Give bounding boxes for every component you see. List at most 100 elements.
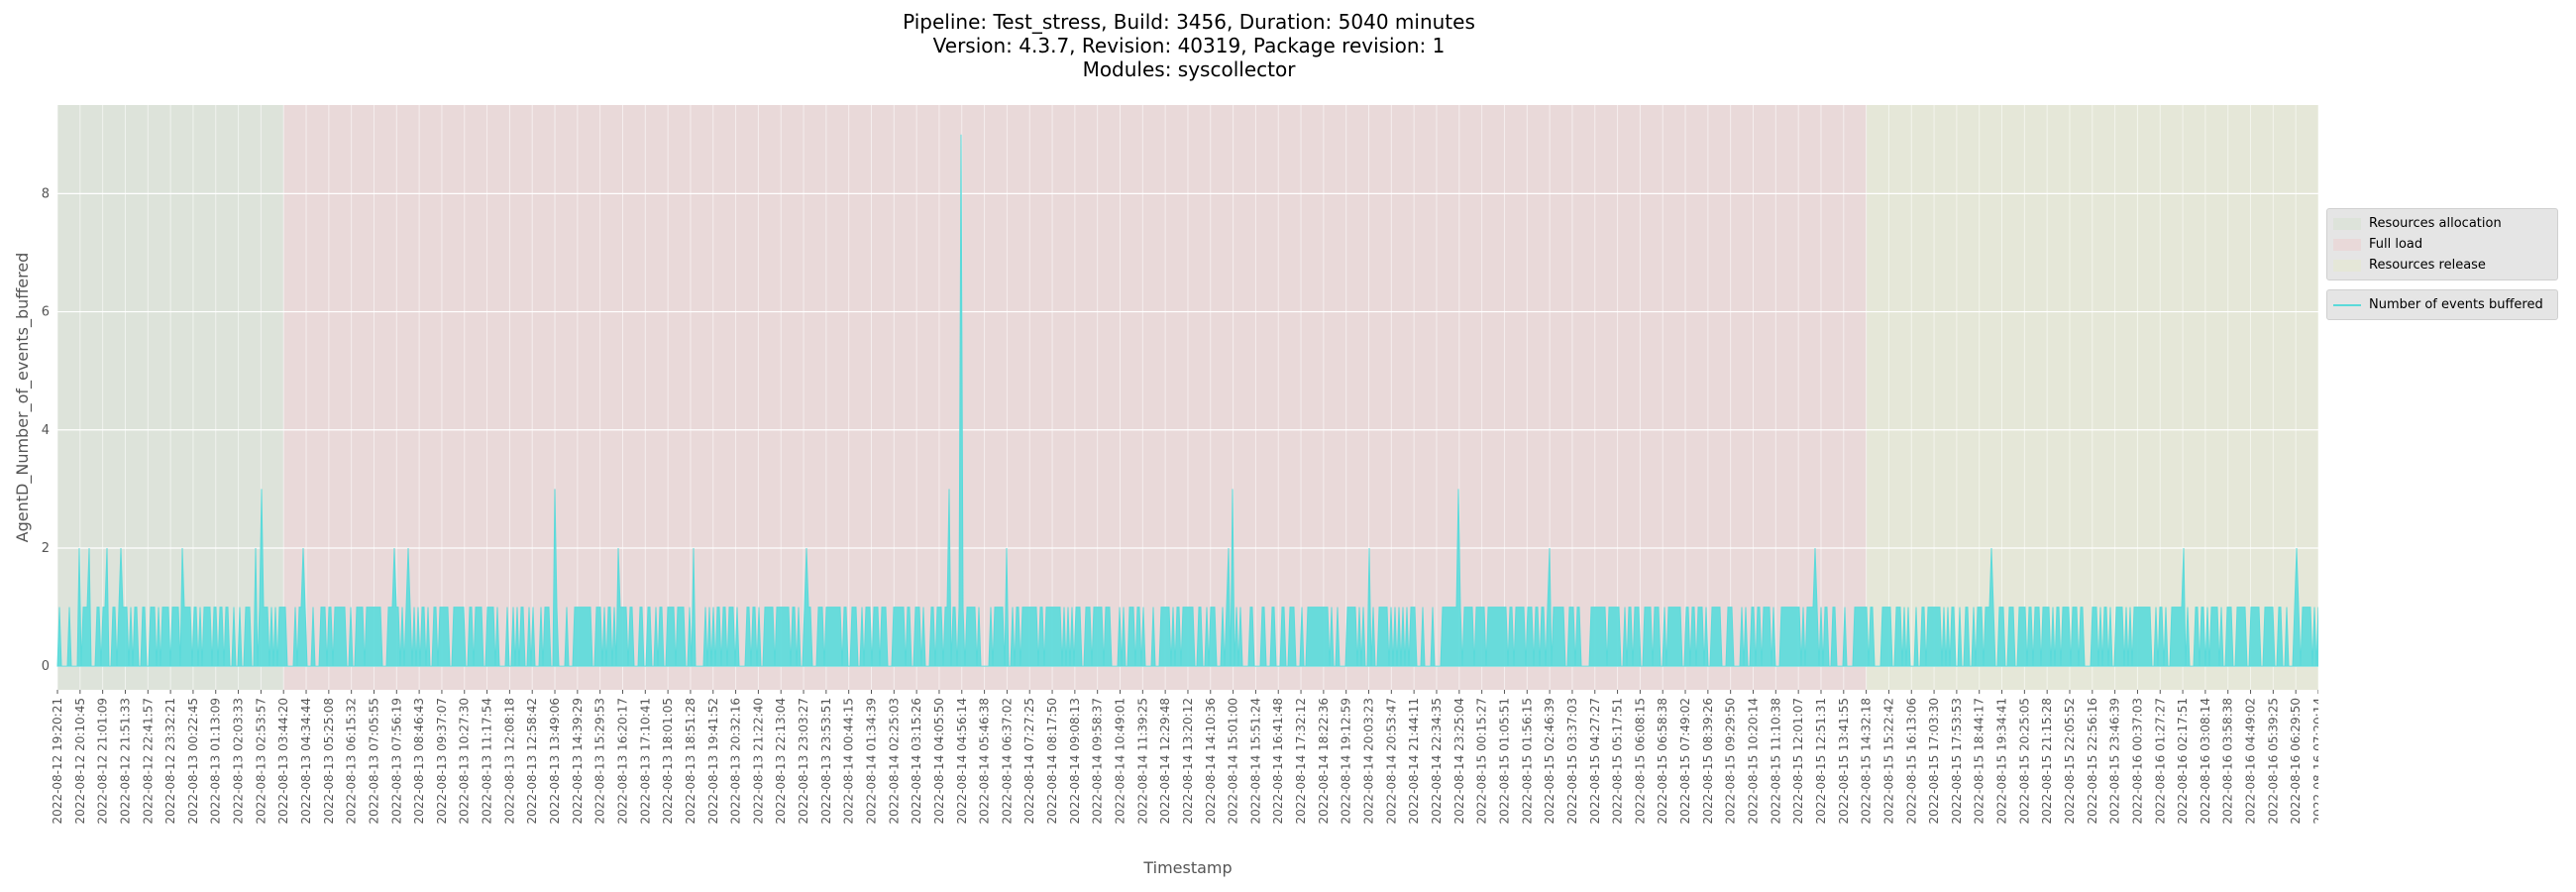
x-tick-label: 2022-08-15 07:49:02 — [1678, 698, 1692, 824]
x-tick-label: 2022-08-14 00:44:15 — [842, 698, 856, 824]
x-tick-label: 2022-08-14 04:05:50 — [932, 698, 946, 824]
y-tick-label: 8 — [42, 186, 50, 201]
x-tick-label: 2022-08-13 10:27:30 — [458, 698, 472, 824]
x-tick-label: 2022-08-13 13:49:06 — [548, 698, 562, 824]
x-tick-label: 2022-08-13 17:10:41 — [638, 698, 652, 824]
x-tick-label: 2022-08-14 06:37:02 — [1000, 698, 1014, 824]
x-tick-label: 2022-08-16 05:39:25 — [2266, 698, 2280, 824]
x-tick-label: 2022-08-15 02:46:39 — [1543, 698, 1556, 824]
x-tick-label: 2022-08-15 06:58:38 — [1656, 698, 1669, 824]
x-tick-label: 2022-08-15 20:25:05 — [2017, 698, 2031, 824]
x-tick-label: 2022-08-13 12:08:18 — [502, 698, 516, 824]
x-tick-label: 2022-08-15 11:10:38 — [1769, 698, 1782, 824]
y-tick-label: 6 — [42, 305, 50, 320]
x-tick-label: 2022-08-13 09:37:07 — [435, 698, 449, 824]
x-tick-label: 2022-08-14 17:32:12 — [1294, 698, 1308, 824]
x-tick-label: 2022-08-14 23:25:04 — [1452, 698, 1466, 824]
x-tick-label: 2022-08-16 06:29:50 — [2289, 698, 2303, 824]
x-tick-label: 2022-08-16 02:17:51 — [2176, 698, 2190, 824]
x-tick-label: 2022-08-12 23:32:21 — [163, 698, 177, 824]
x-tick-label: 2022-08-13 04:34:44 — [299, 698, 313, 824]
x-tick-label: 2022-08-14 13:20:12 — [1181, 698, 1195, 824]
x-tick-label: 2022-08-13 02:03:33 — [232, 698, 246, 824]
chart-svg: 0 2 4 6 8 2022-08-12 19:20:21 2022-08-12 20:10… — [13, 105, 2318, 877]
x-tick-label: 2022-08-15 17:53:53 — [1950, 698, 1964, 824]
x-tick-label: 2022-08-13 06:15:32 — [345, 698, 359, 824]
x-tick-label: 2022-08-15 09:29:50 — [1724, 698, 1738, 824]
phase-legend: Resources allocation Full load Resources… — [2326, 208, 2558, 280]
x-tick-label: 2022-08-13 20:32:16 — [729, 698, 743, 824]
x-tick-label: 2022-08-13 07:56:19 — [389, 698, 403, 824]
x-tick-label: 2022-08-14 10:49:01 — [1114, 698, 1127, 824]
x-tick-label: 2022-08-16 04:49:02 — [2244, 698, 2258, 824]
x-tick-label: 2022-08-14 12:29:48 — [1158, 698, 1172, 824]
y-tick-label: 2 — [42, 541, 50, 556]
x-tick-label: 2022-08-13 05:25:08 — [322, 698, 336, 824]
x-tick-label: 2022-08-13 23:03:27 — [797, 698, 810, 824]
x-tick-label: 2022-08-12 19:20:21 — [51, 698, 64, 824]
x-tick-label: 2022-08-14 07:27:25 — [1022, 698, 1036, 824]
legend-label-allocation: Resources allocation — [2369, 216, 2502, 231]
title-line-1: Pipeline: Test_stress, Build: 3456, Dura… — [903, 10, 1475, 34]
x-tick-label: 2022-08-14 02:25:03 — [887, 698, 901, 824]
x-tick-label: 2022-08-15 22:05:52 — [2063, 698, 2077, 824]
x-tick-label: 2022-08-14 21:44:11 — [1407, 698, 1421, 824]
x-tick-label: 2022-08-12 20:10:45 — [73, 698, 87, 824]
x-tick-label: 2022-08-13 14:39:29 — [571, 698, 585, 824]
x-tick-label: 2022-08-15 13:41:55 — [1837, 698, 1851, 824]
x-tick-label: 2022-08-14 08:17:50 — [1045, 698, 1059, 824]
x-tick-label: 2022-08-15 22:56:16 — [2086, 698, 2099, 824]
x-tick-label: 2022-08-15 03:37:03 — [1565, 698, 1579, 824]
x-tick-label: 2022-08-15 00:15:27 — [1475, 698, 1489, 824]
title-line-2: Version: 4.3.7, Revision: 40319, Package… — [932, 34, 1446, 57]
x-tick-label: 2022-08-13 01:13:09 — [209, 698, 223, 824]
x-tick-label: 2022-08-13 07:05:55 — [367, 698, 380, 824]
x-tick-label: 2022-08-13 18:51:28 — [684, 698, 698, 824]
x-tick-label: 2022-08-14 19:12:59 — [1340, 698, 1353, 824]
legend-label-full-load: Full load — [2369, 237, 2423, 252]
legend-item-series: Number of events buffered — [2327, 294, 2557, 315]
x-tick-label: 2022-08-15 08:39:26 — [1701, 698, 1715, 824]
x-tick-label: 2022-08-15 01:56:15 — [1520, 698, 1534, 824]
x-tick-label: 2022-08-15 12:01:07 — [1791, 698, 1805, 824]
x-tick-label: 2022-08-15 18:44:17 — [1973, 698, 1986, 824]
legend-item-full-load: Full load — [2327, 234, 2557, 255]
chart-title: Pipeline: Test_stress, Build: 3456, Dura… — [0, 10, 2378, 81]
legend-swatch-release — [2333, 259, 2361, 272]
x-tick-label: 2022-08-15 23:46:39 — [2108, 698, 2122, 824]
legend-item-allocation: Resources allocation — [2327, 213, 2557, 234]
x-tick-label: 2022-08-15 21:15:28 — [2040, 698, 2054, 824]
x-tick-label: 2022-08-15 05:17:51 — [1611, 698, 1625, 824]
x-tick-label: 2022-08-14 03:15:26 — [910, 698, 923, 824]
x-tick-label: 2022-08-14 16:41:48 — [1271, 698, 1285, 824]
x-tick-label: 2022-08-15 01:05:51 — [1497, 698, 1511, 824]
x-tick-label: 2022-08-16 00:37:03 — [2130, 698, 2144, 824]
x-tick-label: 2022-08-15 16:13:06 — [1904, 698, 1918, 824]
x-tick-label: 2022-08-13 00:22:45 — [186, 698, 200, 824]
x-tick-label: 2022-08-14 09:08:13 — [1068, 698, 1082, 824]
x-tick-label: 2022-08-14 09:58:37 — [1091, 698, 1105, 824]
x-tick-label: 2022-08-12 22:41:57 — [141, 698, 155, 824]
x-tick-label: 2022-08-13 15:29:53 — [593, 698, 607, 824]
x-tick-label: 2022-08-16 01:27:27 — [2153, 698, 2167, 824]
x-tick-label: 2022-08-15 10:20:14 — [1746, 698, 1760, 824]
x-tick-label: 2022-08-14 15:01:00 — [1227, 698, 1240, 824]
x-tick-label: 2022-08-15 14:32:18 — [1860, 698, 1874, 824]
x-tick-label: 2022-08-14 05:46:38 — [978, 698, 992, 824]
legend-label-series: Number of events buffered — [2369, 297, 2543, 312]
x-axis-label: Timestamp — [1142, 858, 1232, 877]
x-tick-label: 2022-08-15 19:34:41 — [1995, 698, 2009, 824]
series-legend: Number of events buffered — [2326, 289, 2558, 320]
x-tick-label: 2022-08-13 08:46:43 — [412, 698, 426, 824]
x-tick-label: 2022-08-15 06:08:15 — [1633, 698, 1647, 824]
x-tick-label: 2022-08-14 14:10:36 — [1204, 698, 1218, 824]
legend-line-series — [2333, 303, 2361, 306]
x-tick-label: 2022-08-14 04:56:14 — [955, 698, 969, 824]
legend-swatch-allocation — [2333, 217, 2361, 230]
x-tick-label: 2022-08-15 04:27:27 — [1588, 698, 1602, 824]
x-tick-label: 2022-08-13 16:20:17 — [615, 698, 629, 824]
x-tick-label: 2022-08-13 12:58:42 — [525, 698, 539, 824]
x-tick-label: 2022-08-13 03:44:20 — [276, 698, 290, 824]
x-tick-label: 2022-08-14 22:34:35 — [1430, 698, 1444, 824]
x-tick-label: 2022-08-12 21:51:33 — [118, 698, 132, 824]
